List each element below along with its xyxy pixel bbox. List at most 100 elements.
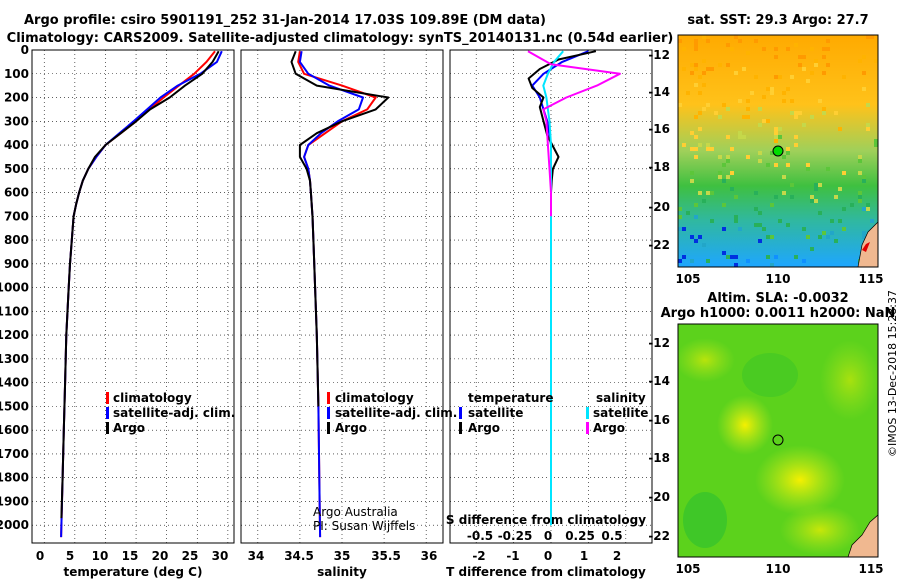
sst-pixel [862,55,866,59]
sst-pixel [702,83,706,87]
temperature-x-axis: 0 5 10 15 20 25 30 temperature (deg C) [36,549,229,579]
sst-pixel [678,39,682,43]
sst-pixel [802,259,806,263]
sst-pixel [750,91,754,95]
salinity-series-satellite-adj-clim- [298,51,364,538]
sst-pixel [702,71,706,75]
sst-pixel [794,43,798,47]
sst-pixel [698,127,702,131]
sla-high-anomaly [755,445,845,515]
depth-tick-label: 1700 [0,447,29,461]
sst-pixel [862,71,866,75]
sst-pixel [810,247,814,251]
sst-pixel [858,171,862,175]
sla-high-anomaly [717,395,773,455]
difference-series-satellite [531,50,589,264]
sst-pixel [782,99,786,103]
sst-pixel [770,91,774,95]
sst-pixel [726,43,730,47]
sst-pixel [690,63,694,67]
depth-tick-label: 1300 [0,352,29,366]
sst-pixel [814,63,818,67]
sst-pixel [866,207,870,211]
sst-pixel [806,235,810,239]
sst-pixel [762,227,766,231]
sst-pixel [726,155,730,159]
sla-low-anomaly [683,492,727,548]
sst-pixel [866,123,870,127]
sst-pixel [678,215,682,219]
sla-high-anomaly [678,338,735,382]
sst-pixel [838,187,842,191]
difference-series-satellite [542,50,564,526]
sst-pixel [758,107,762,111]
sst-pixel [778,127,782,131]
sst-pixel [810,199,814,203]
legend-swatch-t-argo [459,422,462,434]
sst-pixel [694,63,698,67]
sst-pixel [766,255,770,259]
sst-pixel [834,195,838,199]
sst-lon-tick: 110 [765,272,790,286]
sst-pixel [774,131,778,135]
depth-tick-label: 1200 [0,328,29,342]
depth-tick-label: 800 [4,233,29,247]
legend-swatch-argo [106,422,109,434]
sst-pixel [814,199,818,203]
sst-pixel [682,67,686,71]
sst-pixel [758,211,762,215]
panel-grids [32,49,652,543]
sst-pixel [702,107,706,111]
sst-pixel [730,47,734,51]
sst-pixel [758,223,762,227]
sst-pixel [822,47,826,51]
sst-pixel [690,71,694,75]
sst-pixel [874,143,878,147]
sst-pixel [866,35,870,39]
sst-pixel [830,219,834,223]
sst-pixel [862,235,866,239]
sst-pixel [814,59,818,63]
sst-pixel [814,183,818,187]
sst-pixel [858,59,862,63]
sst-pixel [746,259,750,263]
sst-pixel [758,159,762,163]
sst-pixel [858,159,862,163]
sst-pixel [718,175,722,179]
sst-pixel [790,111,794,115]
difference-legend: temperature salinity satellite Argo sate… [459,391,648,435]
sst-pixel [678,259,682,263]
sst-pixel [866,203,870,207]
sst-pixel [738,99,742,103]
figure-title-line1: Argo profile: csiro 5901191_252 31-Jan-2… [24,13,546,28]
sst-pixel [738,135,742,139]
sst-pixel [774,139,778,143]
sst-pixel [818,183,822,187]
sst-lat-tick: -14 [648,85,670,99]
sst-pixel [798,111,802,115]
sst-pixel [790,75,794,79]
sst-pixel [794,111,798,115]
sst-pixel [730,171,734,175]
sst-pixel [758,123,762,127]
sst-pixel [766,87,770,91]
sst-pixel [694,155,698,159]
sst-pixel [710,67,714,71]
depth-tick-label: 1500 [0,399,29,413]
sst-pixel [806,163,810,167]
sst-pixel [826,47,830,51]
sst-pixel [802,123,806,127]
sst-pixel [690,259,694,263]
s-diff-tick-label: 0 [544,529,552,543]
t-diff-x-label: T difference from climatology [446,565,646,579]
sst-pixel [734,215,738,219]
sst-pixel [694,67,698,71]
legend-swatch-argo [327,422,330,434]
s-diff-tick-label: 0.25 [565,529,595,543]
sst-pixel [690,131,694,135]
t-diff-tick-label: 1 [580,549,588,563]
sst-pixel [774,47,778,51]
legend-label: satellite [593,406,648,420]
sst-pixel [790,99,794,103]
sst-pixel [746,115,750,119]
